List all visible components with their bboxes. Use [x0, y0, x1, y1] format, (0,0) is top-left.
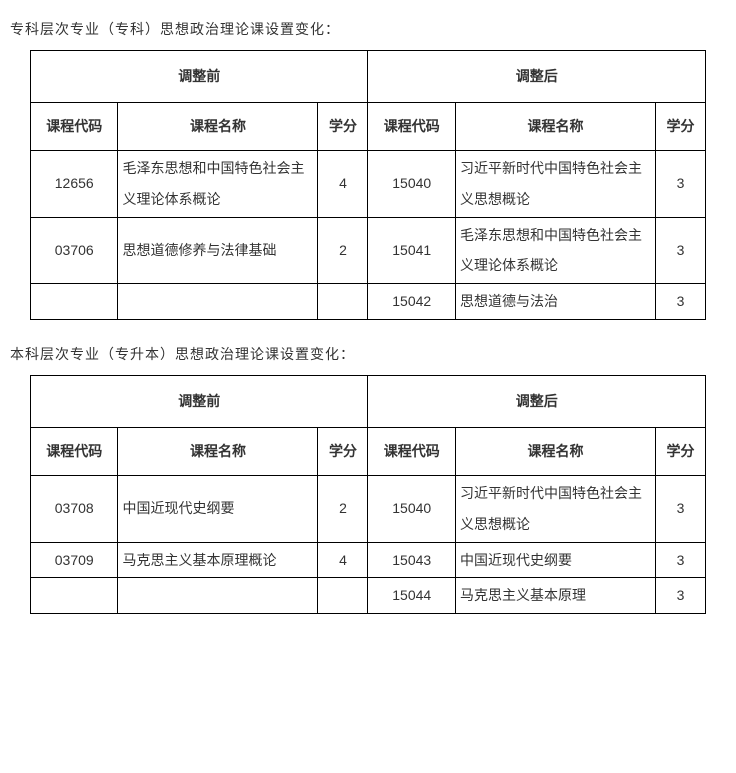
- cell-credit: 2: [318, 475, 368, 542]
- col-name: 课程名称: [118, 103, 318, 151]
- col-name: 课程名称: [455, 428, 655, 476]
- cell-code: [31, 284, 118, 320]
- col-code: 课程代码: [31, 428, 118, 476]
- cell-credit: 4: [318, 542, 368, 578]
- table-group-row: 调整前 调整后: [31, 376, 706, 428]
- cell-name: 习近平新时代中国特色社会主义思想概论: [455, 150, 655, 217]
- table-row: 03708 中国近现代史纲要 2 15040 习近平新时代中国特色社会主义思想概…: [31, 475, 706, 542]
- cell-code: 15044: [368, 578, 455, 614]
- cell-credit: [318, 284, 368, 320]
- cell-credit: 3: [655, 578, 705, 614]
- cell-name: 中国近现代史纲要: [118, 475, 318, 542]
- cell-code: 15040: [368, 475, 455, 542]
- cell-credit: [318, 578, 368, 614]
- cell-name: 思想道德与法治: [455, 284, 655, 320]
- group-after: 调整后: [368, 376, 706, 428]
- col-credit: 学分: [655, 103, 705, 151]
- cell-credit: 2: [318, 217, 368, 284]
- col-code: 课程代码: [31, 103, 118, 151]
- cell-name: 毛泽东思想和中国特色社会主义理论体系概论: [455, 217, 655, 284]
- section-title: 专科层次专业（专科）思想政治理论课设置变化：: [10, 18, 726, 40]
- cell-code: [31, 578, 118, 614]
- cell-credit: 3: [655, 542, 705, 578]
- group-after: 调整后: [368, 51, 706, 103]
- cell-name: [118, 578, 318, 614]
- cell-name: [118, 284, 318, 320]
- course-table: 调整前 调整后 课程代码 课程名称 学分 课程代码 课程名称 学分 12656 …: [30, 50, 706, 320]
- col-credit: 学分: [318, 428, 368, 476]
- table-row: 15042 思想道德与法治 3: [31, 284, 706, 320]
- table-header-row: 课程代码 课程名称 学分 课程代码 课程名称 学分: [31, 428, 706, 476]
- table-row: 03709 马克思主义基本原理概论 4 15043 中国近现代史纲要 3: [31, 542, 706, 578]
- col-credit: 学分: [655, 428, 705, 476]
- col-code: 课程代码: [368, 103, 455, 151]
- cell-code: 15040: [368, 150, 455, 217]
- cell-name: 习近平新时代中国特色社会主义思想概论: [455, 475, 655, 542]
- cell-credit: 3: [655, 217, 705, 284]
- table-row: 15044 马克思主义基本原理 3: [31, 578, 706, 614]
- cell-name: 思想道德修养与法律基础: [118, 217, 318, 284]
- cell-name: 马克思主义基本原理概论: [118, 542, 318, 578]
- table-wrapper: 调整前 调整后 课程代码 课程名称 学分 课程代码 课程名称 学分 12656 …: [10, 50, 726, 335]
- section-title: 本科层次专业（专升本）思想政治理论课设置变化：: [10, 343, 726, 365]
- table-header-row: 课程代码 课程名称 学分 课程代码 课程名称 学分: [31, 103, 706, 151]
- table-group-row: 调整前 调整后: [31, 51, 706, 103]
- cell-code: 12656: [31, 150, 118, 217]
- cell-code: 15043: [368, 542, 455, 578]
- cell-credit: 3: [655, 284, 705, 320]
- cell-credit: 3: [655, 475, 705, 542]
- col-name: 课程名称: [118, 428, 318, 476]
- col-credit: 学分: [318, 103, 368, 151]
- cell-name: 毛泽东思想和中国特色社会主义理论体系概论: [118, 150, 318, 217]
- course-table: 调整前 调整后 课程代码 课程名称 学分 课程代码 课程名称 学分 03708 …: [30, 375, 706, 614]
- group-before: 调整前: [31, 51, 368, 103]
- cell-code: 15041: [368, 217, 455, 284]
- cell-code: 03709: [31, 542, 118, 578]
- col-name: 课程名称: [455, 103, 655, 151]
- table-row: 12656 毛泽东思想和中国特色社会主义理论体系概论 4 15040 习近平新时…: [31, 150, 706, 217]
- table-wrapper: 调整前 调整后 课程代码 课程名称 学分 课程代码 课程名称 学分 03708 …: [10, 375, 726, 629]
- group-before: 调整前: [31, 376, 368, 428]
- cell-credit: 3: [655, 150, 705, 217]
- cell-code: 15042: [368, 284, 455, 320]
- col-code: 课程代码: [368, 428, 455, 476]
- cell-name: 马克思主义基本原理: [455, 578, 655, 614]
- cell-name: 中国近现代史纲要: [455, 542, 655, 578]
- table-row: 03706 思想道德修养与法律基础 2 15041 毛泽东思想和中国特色社会主义…: [31, 217, 706, 284]
- cell-code: 03706: [31, 217, 118, 284]
- cell-credit: 4: [318, 150, 368, 217]
- cell-code: 03708: [31, 475, 118, 542]
